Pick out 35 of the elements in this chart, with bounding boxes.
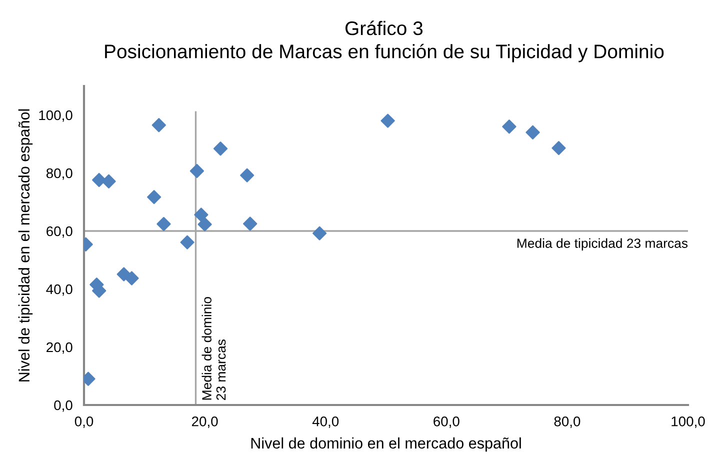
point xyxy=(312,226,327,240)
point xyxy=(380,114,395,128)
point xyxy=(152,118,166,132)
chart-title: Gráfico 3 xyxy=(345,20,423,36)
x-tick-label: 20,0 xyxy=(192,416,218,428)
y-tick-label: 60,0 xyxy=(46,226,72,238)
x-tick-label: 60,0 xyxy=(434,416,460,428)
point xyxy=(552,141,566,156)
ref-line-label: Media de tipicidad 23 marcas xyxy=(517,238,688,251)
point xyxy=(213,142,228,156)
y-tick-label: 20,0 xyxy=(46,342,72,354)
chart-subtitle: Posicionamiento de Marcas en función de su Tipicidad y Dominio xyxy=(105,44,664,62)
point xyxy=(180,235,194,250)
x-tick-label: 100,0 xyxy=(672,416,705,428)
x-axis-title: Nivel de dominio en el mercado español xyxy=(251,437,521,452)
point xyxy=(198,217,212,232)
y-tick-label: 100,0 xyxy=(39,110,72,122)
point xyxy=(502,120,516,134)
y-tick-label: 0,0 xyxy=(54,400,72,412)
y-tick-label: 40,0 xyxy=(46,284,72,296)
point xyxy=(240,168,254,182)
x-tick-label: 80,0 xyxy=(554,416,580,428)
y-axis-title: Nivel de tipicidad en el mercado español xyxy=(18,109,33,382)
point xyxy=(243,216,258,231)
point xyxy=(124,271,139,286)
point xyxy=(147,190,162,204)
point xyxy=(156,216,171,232)
point xyxy=(194,208,208,222)
point xyxy=(102,174,116,188)
point xyxy=(190,164,204,178)
x-tick-label: 40,0 xyxy=(312,416,339,428)
point xyxy=(526,125,540,140)
y-tick-label: 80,0 xyxy=(46,168,72,180)
ref-line-label: Media de dominio 23 marcas xyxy=(202,297,226,400)
x-tick-label: 0,0 xyxy=(74,416,94,428)
